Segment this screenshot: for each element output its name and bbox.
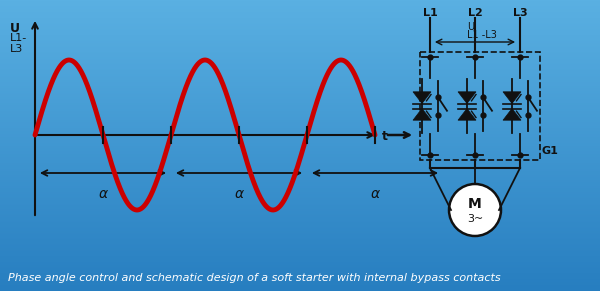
Text: L1 -L3: L1 -L3 (467, 30, 497, 40)
Text: U: U (467, 22, 474, 32)
Text: U: U (10, 22, 20, 35)
Text: α: α (370, 187, 380, 201)
Polygon shape (458, 92, 476, 104)
Text: Phase angle control and schematic design of a soft starter with internal bypass : Phase angle control and schematic design… (8, 273, 500, 283)
Text: 3~: 3~ (467, 214, 483, 224)
Text: L2: L2 (467, 8, 482, 18)
Text: L3: L3 (10, 44, 23, 54)
Text: t: t (382, 130, 388, 143)
Polygon shape (413, 92, 431, 104)
Text: L1: L1 (422, 8, 437, 18)
Circle shape (449, 184, 501, 236)
Polygon shape (503, 92, 521, 104)
Text: L1-: L1- (10, 33, 27, 43)
Bar (420, 52, 540, 160)
Polygon shape (458, 109, 476, 120)
Text: α: α (235, 187, 244, 201)
Text: α: α (98, 187, 107, 201)
Text: M: M (468, 197, 482, 211)
Text: G1: G1 (542, 146, 559, 156)
Text: L3: L3 (512, 8, 527, 18)
Polygon shape (413, 109, 431, 120)
Polygon shape (503, 109, 521, 120)
